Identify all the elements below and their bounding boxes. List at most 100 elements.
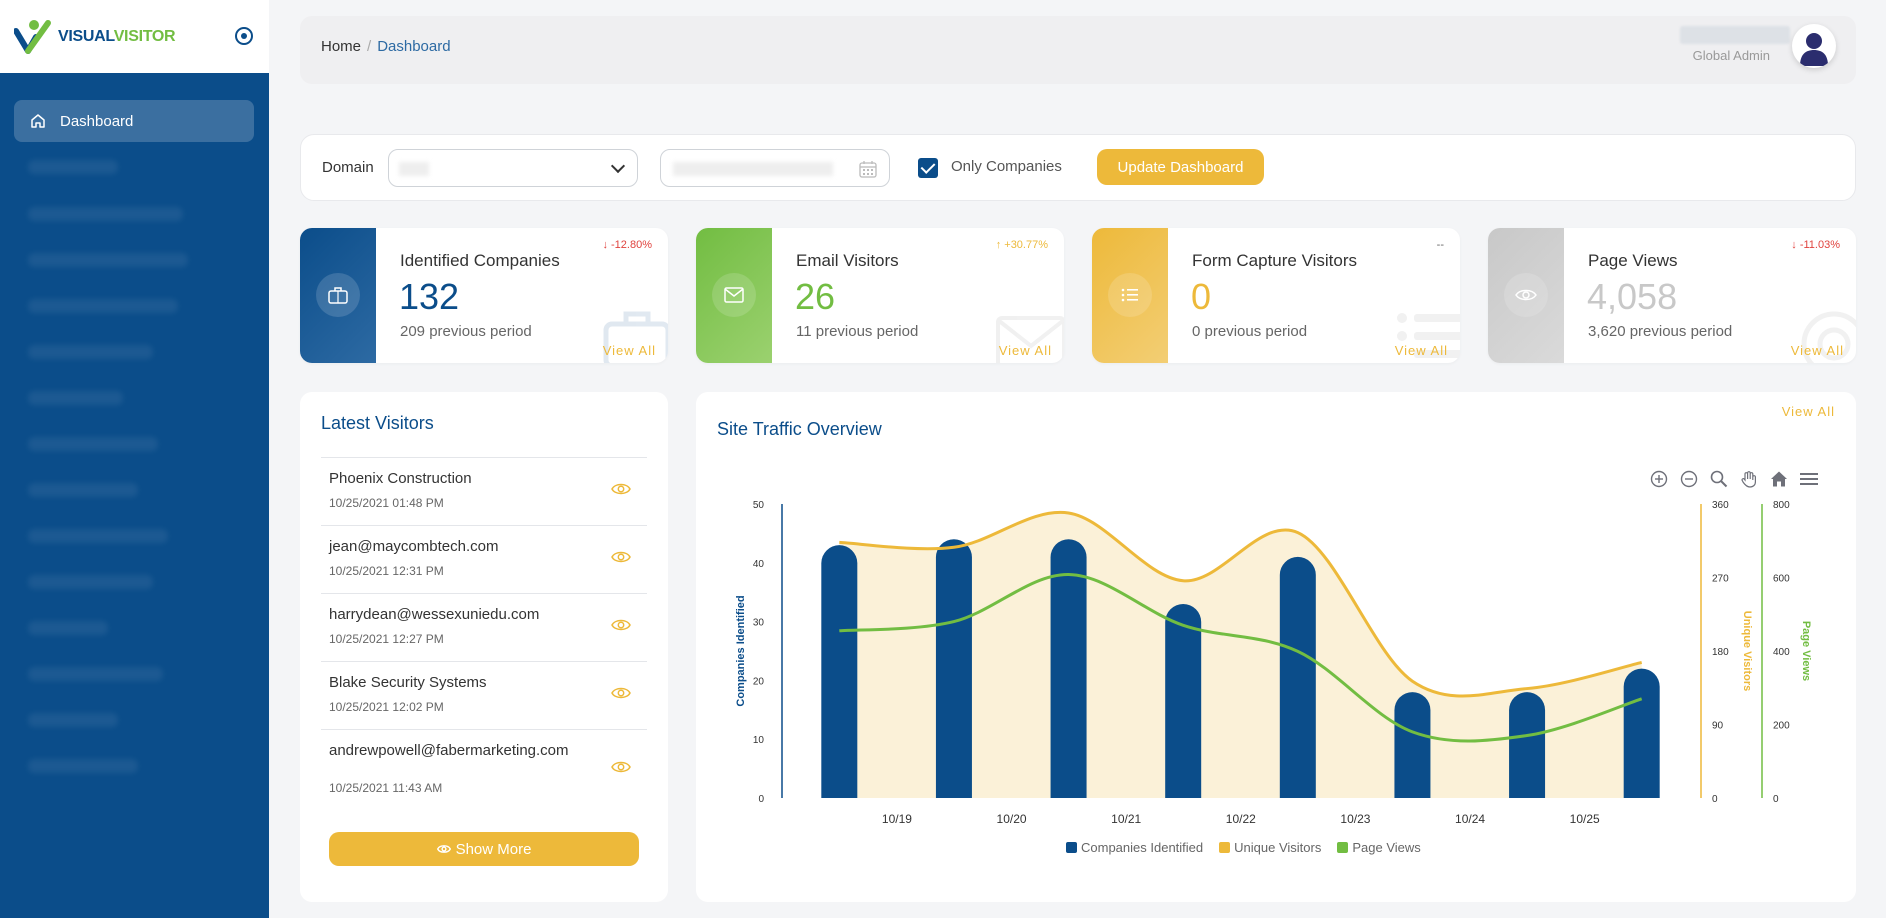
bar-companies-identified: [821, 545, 858, 798]
sidebar-item-blurred[interactable]: [28, 299, 178, 313]
visitor-name: Phoenix Construction: [329, 470, 472, 487]
y-right1-tick-label: 0: [1712, 794, 1718, 805]
list-item[interactable]: jean@maycombtech.com 10/25/2021 12:31 PM: [321, 525, 647, 593]
stat-side: [1092, 228, 1168, 363]
calendar-icon[interactable]: [859, 160, 877, 178]
briefcase-watermark-icon: [603, 311, 668, 363]
y-right1-axis-label: Unique Visitors: [1741, 611, 1753, 691]
sidebar-item-blurred[interactable]: [28, 253, 188, 267]
visitor-name: andrewpowell@fabermarketing.com: [329, 742, 569, 759]
y-left-tick-label: 10: [753, 735, 765, 746]
update-dashboard-button[interactable]: Update Dashboard: [1097, 149, 1264, 185]
y-right1-tick-label: 360: [1712, 500, 1729, 511]
legend-item[interactable]: Page Views: [1352, 840, 1421, 855]
sidebar-item-blurred[interactable]: [28, 160, 118, 174]
view-all-link[interactable]: View All: [1781, 404, 1835, 419]
logo-bar: VISUALVISITOR: [0, 0, 269, 73]
y-right2-tick-label: 600: [1773, 574, 1790, 585]
avatar[interactable]: [1792, 24, 1836, 68]
y-right1-tick-label: 180: [1712, 647, 1729, 658]
eye-watermark-icon: [1801, 311, 1856, 363]
eye-icon[interactable]: [611, 686, 631, 700]
legend-swatch: [1219, 842, 1231, 853]
breadcrumb-separator: /: [367, 38, 372, 55]
sidebar-item-blurred[interactable]: [28, 345, 153, 359]
bar-companies-identified: [1394, 692, 1431, 798]
only-companies-checkbox[interactable]: [918, 158, 938, 178]
sidebar-item-blurred[interactable]: [28, 621, 108, 635]
domain-select[interactable]: [388, 149, 638, 187]
stat-change: ↓ -12.80%: [602, 239, 652, 251]
y-right2-tick-label: 800: [1773, 500, 1790, 511]
y-left-tick-label: 30: [753, 618, 765, 629]
sidebar-item-blurred[interactable]: [28, 713, 118, 727]
unique-visitors-area: [839, 512, 1642, 798]
stat-side: [300, 228, 376, 363]
visitor-time: 10/25/2021 11:43 AM: [329, 781, 443, 795]
list-icon: [1108, 273, 1152, 317]
stat-side: [696, 228, 772, 363]
view-all-link[interactable]: View All: [602, 343, 656, 358]
y-left-axis-label: Companies Identified: [735, 595, 747, 706]
sidebar-item-blurred[interactable]: [28, 207, 183, 221]
bar-companies-identified: [1165, 603, 1202, 798]
domain-label: Domain: [322, 159, 374, 176]
eye-icon[interactable]: [611, 550, 631, 564]
stat-side: [1488, 228, 1564, 363]
stat-previous: 0 previous period: [1192, 323, 1308, 340]
view-all-link[interactable]: View All: [1790, 343, 1844, 358]
list-item[interactable]: harrydean@wessexuniedu.com 10/25/2021 12…: [321, 593, 647, 661]
menu-icon[interactable]: [1800, 470, 1818, 488]
view-all-link[interactable]: View All: [998, 343, 1052, 358]
list-item[interactable]: andrewpowell@fabermarketing.com 10/25/20…: [321, 729, 647, 805]
breadcrumb-home[interactable]: Home: [321, 38, 362, 55]
zoom-out-icon[interactable]: [1680, 470, 1698, 488]
y-left-tick-label: 50: [753, 500, 765, 511]
stat-card-form-capture-visitors: Form Capture Visitors 0 0 previous perio…: [1092, 228, 1460, 363]
stat-change: ↓ -11.03%: [1791, 239, 1840, 251]
zoom-in-icon[interactable]: [1650, 470, 1668, 488]
show-more-button[interactable]: Show More: [329, 832, 639, 866]
legend-item[interactable]: Unique Visitors: [1234, 840, 1322, 855]
list-item[interactable]: Phoenix Construction 10/25/2021 01:48 PM: [321, 457, 647, 525]
unique-visitors-line: [839, 510, 1643, 698]
stat-title: Email Visitors: [796, 251, 899, 270]
home-icon[interactable]: [1770, 470, 1788, 488]
y-right1-tick-label: 270: [1712, 574, 1729, 585]
sidebar-item-blurred[interactable]: [28, 437, 158, 451]
y-right2-tick-label: 400: [1773, 647, 1790, 658]
sidebar-item-blurred[interactable]: [28, 575, 153, 589]
stat-previous: 3,620 previous period: [1588, 323, 1733, 340]
top-bar: Home / Dashboard Global Admin: [300, 16, 1856, 84]
visitor-name: jean@maycombtech.com: [329, 538, 499, 555]
stat-change: --: [1436, 239, 1444, 251]
view-all-link[interactable]: View All: [1394, 343, 1448, 358]
latest-visitors-title: Latest Visitors: [321, 413, 434, 433]
pan-hand-icon[interactable]: [1740, 470, 1758, 488]
stat-title: Identified Companies: [400, 251, 560, 270]
list-item[interactable]: Blake Security Systems 10/25/2021 12:02 …: [321, 661, 647, 729]
legend-swatch: [1066, 842, 1077, 853]
sidebar-item-blurred[interactable]: [28, 529, 168, 543]
only-companies-label[interactable]: Only Companies: [951, 158, 1062, 175]
date-range-input[interactable]: [660, 149, 890, 187]
sidebar-item-blurred[interactable]: [28, 391, 123, 405]
legend-item[interactable]: Companies Identified: [1081, 840, 1204, 855]
chevron-down-icon: [610, 158, 626, 174]
sidebar-item-blurred[interactable]: [28, 759, 138, 773]
eye-icon[interactable]: [611, 760, 631, 774]
sidebar-toggle-icon[interactable]: [235, 27, 253, 45]
visitor-time: 10/25/2021 12:31 PM: [329, 564, 444, 578]
stat-card-identified-companies: Identified Companies 132 209 previous pe…: [300, 228, 668, 363]
site-traffic-card: 0 10 20 30 40 50 0 90 180 270 360 0 200 400 600 800 10/1…: [696, 392, 1856, 902]
x-tick-label: 10/25: [1570, 812, 1600, 826]
magnifier-icon[interactable]: [1710, 470, 1728, 488]
eye-icon: [436, 845, 451, 853]
eye-icon[interactable]: [611, 482, 631, 496]
eye-icon[interactable]: [611, 618, 631, 632]
sidebar-item-blurred[interactable]: [28, 483, 138, 497]
sidebar-item-blurred[interactable]: [28, 667, 163, 681]
sidebar-item-dashboard[interactable]: Dashboard: [14, 100, 254, 142]
x-tick-label: 10/20: [997, 812, 1027, 826]
bar-companies-identified: [1279, 556, 1316, 798]
